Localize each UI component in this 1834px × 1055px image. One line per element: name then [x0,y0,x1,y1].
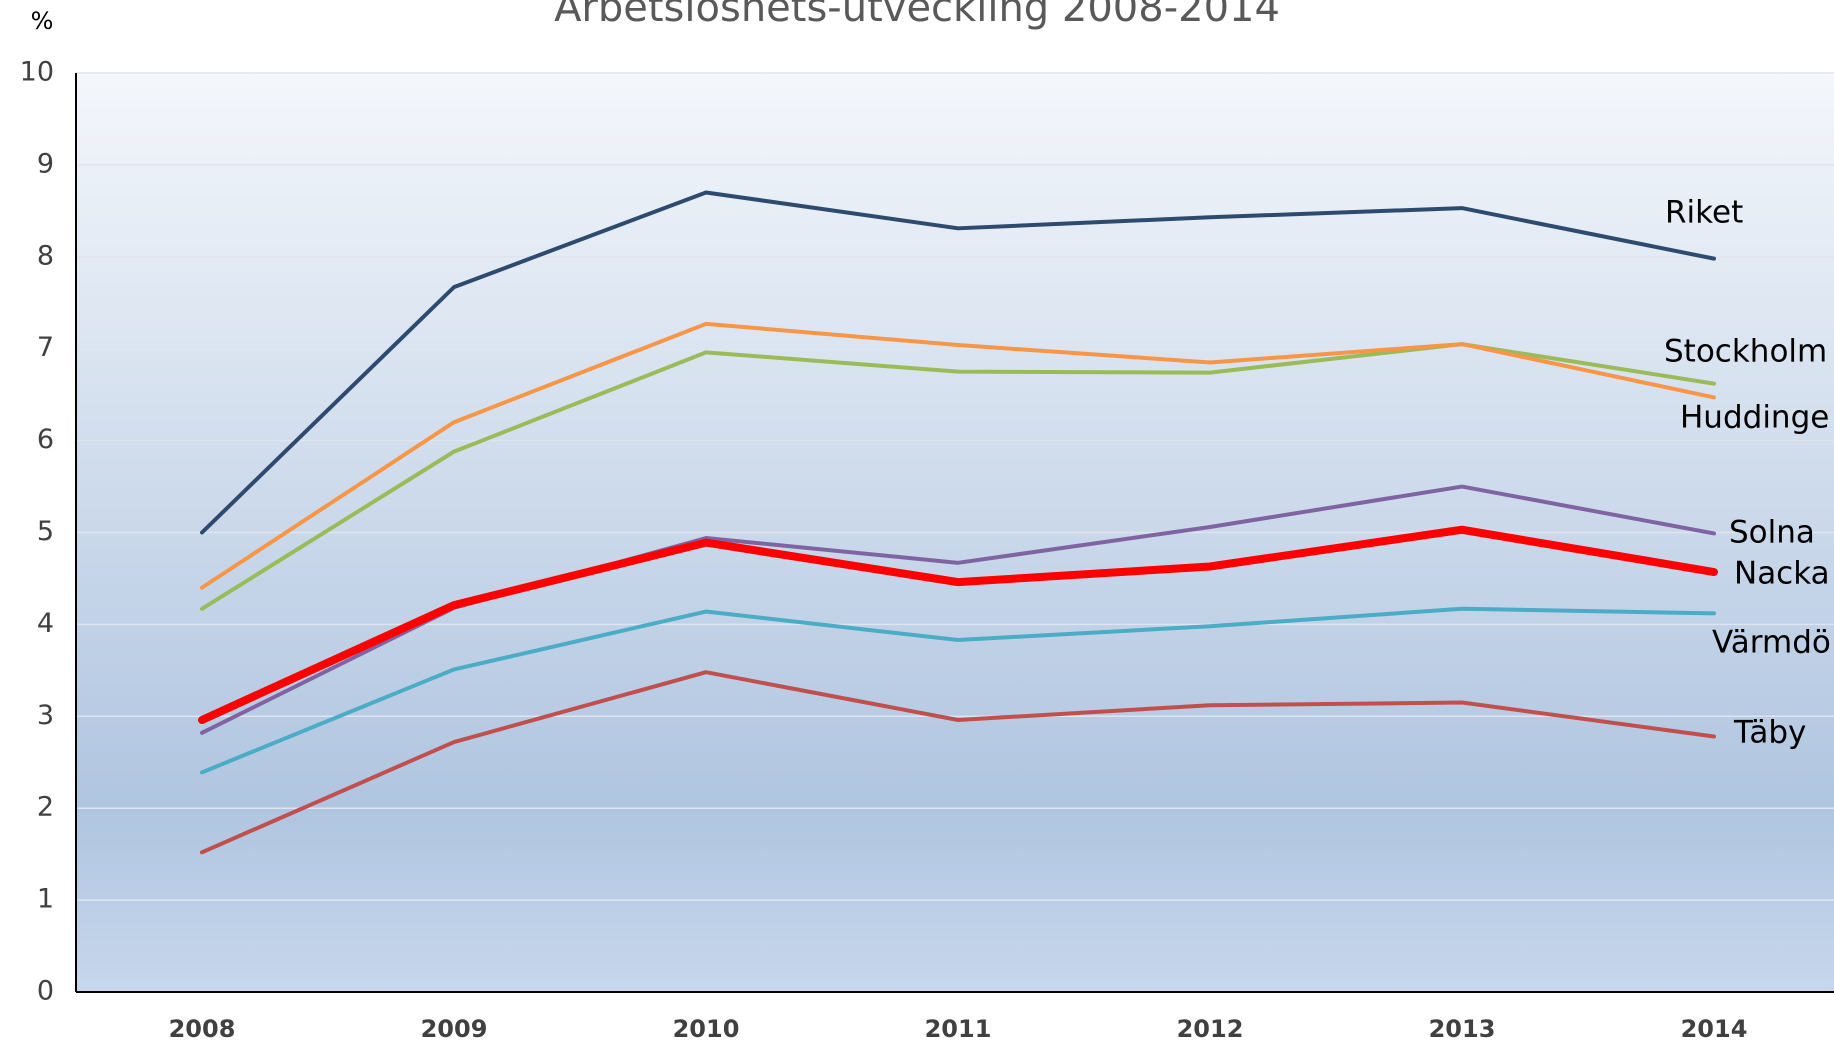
series-label: Huddinge [1680,400,1829,436]
y-tick-label: 3 [37,700,54,731]
y-tick-label: 7 [37,332,54,363]
series-line [200,321,1716,590]
y-tick-label: 2 [37,792,54,823]
series-label: Solna [1729,515,1815,551]
x-tick-label: 2010 [673,1015,740,1043]
y-tick-label: 8 [37,240,54,271]
series-label: Riket [1665,195,1743,231]
series-label: Stockholm [1664,334,1827,370]
x-tick-label: 2012 [1177,1015,1244,1043]
series-label: Täby [1733,715,1806,751]
series-line [200,190,1716,535]
series-label: Nacka [1734,556,1830,592]
x-tick-label: 2013 [1429,1015,1496,1043]
y-tick-label: 1 [37,884,54,915]
y-tick-label: 10 [20,57,54,88]
series-line [200,606,1716,775]
y-tick-label: 9 [37,148,54,179]
y-tick-label: 4 [37,608,54,639]
y-tick-label: 5 [37,516,54,547]
x-tick-label: 2008 [169,1015,236,1043]
y-axis-label: % [31,7,54,35]
y-tick-label: 0 [37,976,54,1007]
series-line [200,670,1716,855]
x-tick-label: 2011 [925,1015,992,1043]
x-tick-label: 2009 [421,1015,488,1043]
x-tick-label: 2014 [1681,1015,1748,1043]
chart-title: Arbetslöshets-utveckling 2008-2014 [554,0,1280,31]
y-tick-label: 6 [37,424,54,455]
series-label: Värmdö [1712,625,1831,661]
series-line [198,525,1718,724]
